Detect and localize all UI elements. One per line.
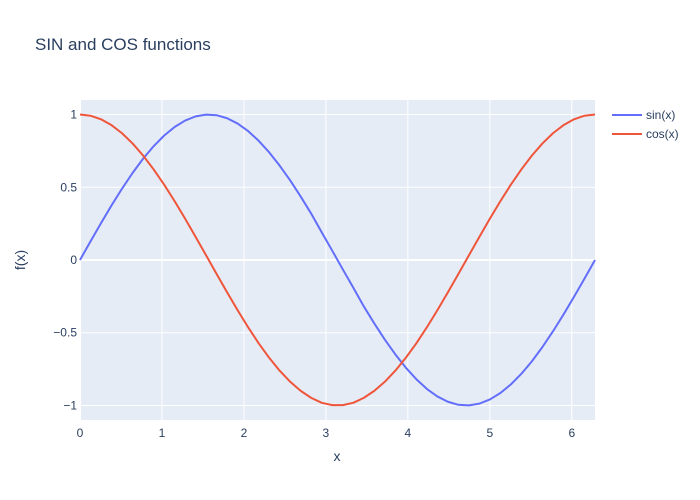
x-tick-label: 0 bbox=[77, 426, 84, 440]
x-axis-title: x bbox=[334, 448, 341, 464]
legend[interactable]: sin(x) cos(x) bbox=[612, 108, 679, 141]
y-tick-label: 1 bbox=[70, 108, 77, 122]
x-tick-label: 2 bbox=[241, 426, 248, 440]
x-tick-label: 4 bbox=[405, 426, 412, 440]
series-line-1 bbox=[79, 113, 596, 407]
y-tick-label: −0.5 bbox=[53, 326, 77, 340]
x-tick-label: 6 bbox=[568, 426, 575, 440]
series-line-0 bbox=[79, 113, 596, 407]
series-layer bbox=[79, 113, 596, 407]
y-tick-label: 0 bbox=[70, 253, 77, 267]
legend-label: cos(x) bbox=[646, 127, 679, 141]
x-tick-label: 3 bbox=[323, 426, 330, 440]
y-tick-label: 0.5 bbox=[60, 180, 77, 194]
y-axis-title: f(x) bbox=[12, 250, 28, 270]
y-tick-label: −1 bbox=[63, 398, 77, 412]
legend-label: sin(x) bbox=[646, 108, 675, 122]
y-axis-ticks: −1 −0.5 0 0.5 1 bbox=[53, 108, 77, 413]
x-tick-label: 5 bbox=[486, 426, 493, 440]
legend-item[interactable]: cos(x) bbox=[612, 127, 679, 141]
legend-item[interactable]: sin(x) bbox=[612, 108, 675, 122]
x-axis-ticks: 0 1 2 3 4 5 6 bbox=[77, 426, 576, 440]
x-tick-label: 1 bbox=[159, 426, 166, 440]
chart-title: SIN and COS functions bbox=[35, 35, 211, 54]
